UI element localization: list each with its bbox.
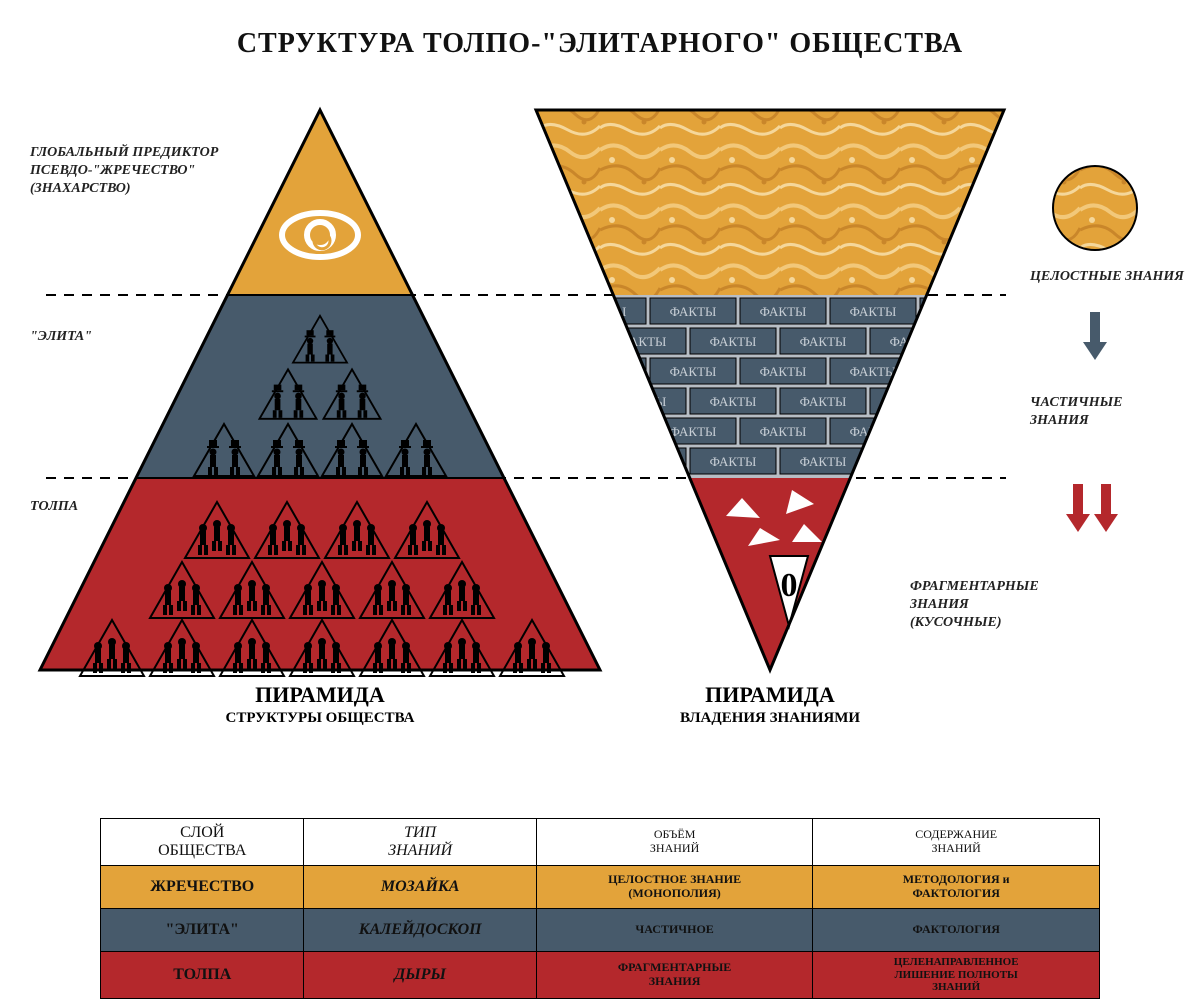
svg-text:ЗНАНИЯ: ЗНАНИЯ (1029, 413, 1089, 428)
right-caption: ПИРАМИДА ВЛАДЕНИЯ ЗНАНИЯМИ (680, 682, 860, 726)
th-layer: СЛОЙОБЩЕСТВА (101, 819, 304, 866)
svg-text:ФАКТЫ: ФАКТЫ (850, 304, 897, 319)
svg-text:ФАКТЫ: ФАКТЫ (890, 334, 937, 349)
svg-text:ЦЕЛОСТНЫЕ ЗНАНИЯ: ЦЕЛОСТНЫЕ ЗНАНИЯ (1029, 269, 1184, 284)
svg-text:ФАКТЫ: ФАКТЫ (760, 364, 807, 379)
page-title: СТРУКТУРА ТОЛПО-"ЭЛИТАРНОГО" ОБЩЕСТВА (0, 28, 1200, 60)
th-type: ТИПЗНАНИЙ (304, 819, 536, 866)
svg-text:ПИРАМИДА: ПИРАМИДА (705, 682, 835, 707)
table-row: ТОЛПА ДЫРЫ ФРАГМЕНТАРНЫЕЗНАНИЯ ЦЕЛЕНАПРА… (101, 952, 1100, 999)
svg-text:ЧАСТИЧНЫЕ: ЧАСТИЧНЫЕ (1030, 395, 1123, 410)
svg-text:ФАКТЫ: ФАКТЫ (800, 334, 847, 349)
svg-text:ПИРАМИДА: ПИРАМИДА (255, 682, 385, 707)
svg-text:ТОЛПА: ТОЛПА (30, 499, 78, 514)
svg-text:ЗНАНИЯ: ЗНАНИЯ (909, 597, 969, 612)
svg-text:ФАКТЫ: ФАКТЫ (760, 424, 807, 439)
svg-text:ФАКТЫ: ФАКТЫ (940, 304, 987, 319)
svg-text:ФАКТЫ: ФАКТЫ (940, 364, 987, 379)
svg-text:ФАКТЫ: ФАКТЫ (890, 394, 937, 409)
svg-text:ГЛОБАЛЬНЫЙ ПРЕДИКТОР: ГЛОБАЛЬНЫЙ ПРЕДИКТОР (29, 142, 219, 160)
svg-text:"ЭЛИТА": "ЭЛИТА" (30, 329, 92, 344)
svg-text:ФРАГМЕНТАРНЫЕ: ФРАГМЕНТАРНЫЕ (910, 579, 1039, 594)
svg-text:ФАКТЫ: ФАКТЫ (710, 334, 757, 349)
integral-circle-icon (1053, 166, 1137, 250)
svg-text:ФАКТЫ: ФАКТЫ (670, 364, 717, 379)
table-header-row: СЛОЙОБЩЕСТВА ТИПЗНАНИЙ ОБЪЁМЗНАНИЙ СОДЕР… (101, 819, 1100, 866)
svg-text:ФАКТЫ: ФАКТЫ (800, 394, 847, 409)
svg-text:ФАКТЫ: ФАКТЫ (580, 364, 627, 379)
svg-text:ФАКТЫ: ФАКТЫ (670, 424, 717, 439)
svg-text:ФАКТЫ: ФАКТЫ (580, 424, 627, 439)
th-content: СОДЕРЖАНИЕЗНАНИЙ (813, 819, 1100, 866)
diagram-svg: ГЛОБАЛЬНЫЙ ПРЕДИКТОР ПСЕВДО-"ЖРЕЧЕСТВО" … (0, 80, 1200, 760)
svg-text:ФАКТЫ: ФАКТЫ (850, 364, 897, 379)
svg-text:(ЗНАХАРСТВО): (ЗНАХАРСТВО) (30, 181, 131, 196)
svg-text:ФАКТЫ: ФАКТЫ (800, 454, 847, 469)
svg-text:ФАКТЫ: ФАКТЫ (710, 394, 757, 409)
arrow-down-red-icon (1066, 484, 1118, 532)
svg-text:ФАКТЫ: ФАКТЫ (670, 304, 717, 319)
arrow-down-slate-icon (1083, 312, 1107, 360)
left-caption: ПИРАМИДА СТРУКТУРЫ ОБЩЕСТВА (226, 682, 415, 726)
svg-text:ФАКТЫ: ФАКТЫ (760, 304, 807, 319)
svg-text:ФАКТЫ: ФАКТЫ (710, 454, 757, 469)
table-row: ЖРЕЧЕСТВО МОЗАЙКА ЦЕЛОСТНОЕ ЗНАНИЕ(МОНОП… (101, 866, 1100, 909)
svg-text:ВЛАДЕНИЯ ЗНАНИЯМИ: ВЛАДЕНИЯ ЗНАНИЯМИ (680, 710, 860, 726)
svg-text:ФАКТЫ: ФАКТЫ (620, 334, 667, 349)
svg-text:СТРУКТУРЫ ОБЩЕСТВА: СТРУКТУРЫ ОБЩЕСТВА (226, 710, 415, 726)
knowledge-table: СЛОЙОБЩЕСТВА ТИПЗНАНИЙ ОБЪЁМЗНАНИЙ СОДЕР… (100, 818, 1100, 999)
svg-text:0: 0 (781, 567, 798, 604)
svg-text:ФАКТЫ: ФАКТЫ (940, 424, 987, 439)
svg-text:ФАКТЫ: ФАКТЫ (620, 454, 667, 469)
svg-text:(КУСОЧНЫЕ): (КУСОЧНЫЕ) (910, 615, 1002, 630)
svg-text:ФАКТЫ: ФАКТЫ (890, 454, 937, 469)
table-row: "ЭЛИТА" КАЛЕЙДОСКОП ЧАСТИЧНОЕ ФАКТОЛОГИЯ (101, 909, 1100, 952)
th-volume: ОБЪЁМЗНАНИЙ (536, 819, 812, 866)
svg-text:ПСЕВДО-"ЖРЕЧЕСТВО": ПСЕВДО-"ЖРЕЧЕСТВО" (29, 163, 195, 178)
